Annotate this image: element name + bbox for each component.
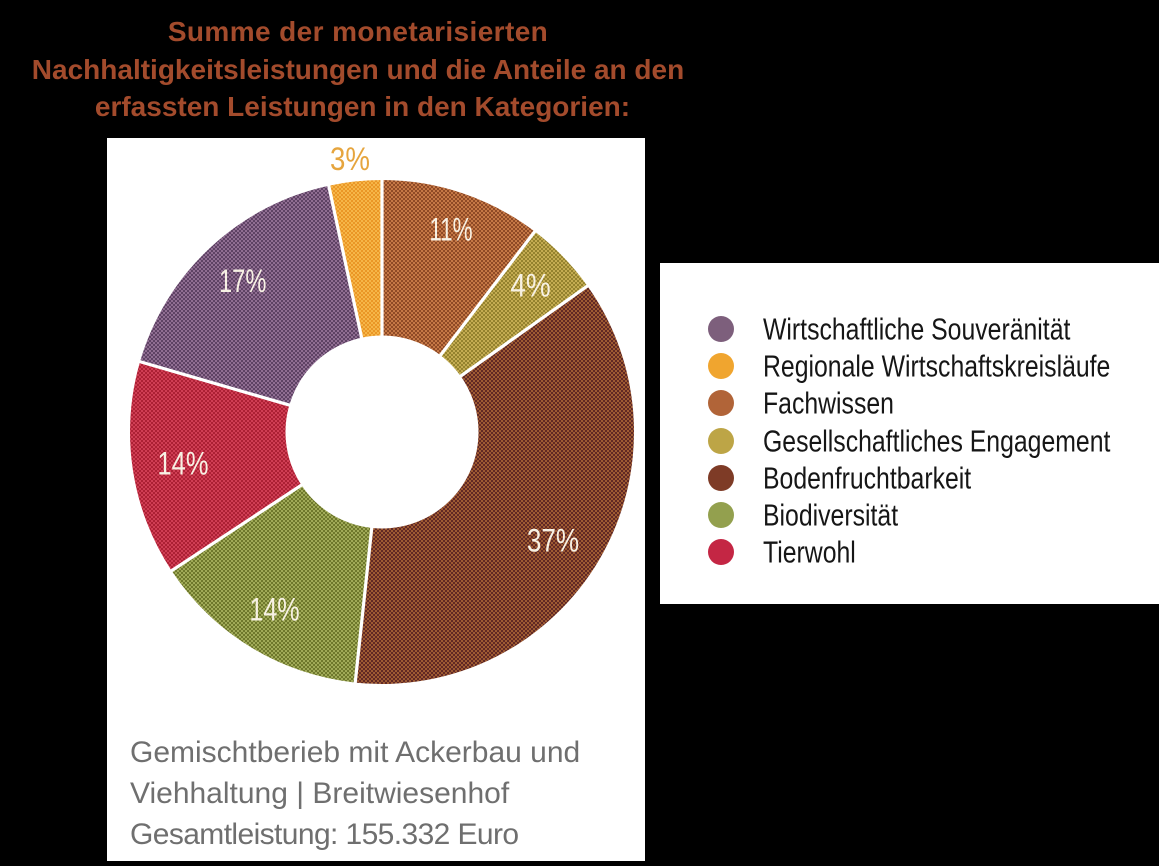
svg-text:11%: 11% xyxy=(429,212,472,248)
svg-text:3%: 3% xyxy=(330,142,370,177)
svg-text:17%: 17% xyxy=(219,264,266,299)
svg-text:4%: 4% xyxy=(510,269,550,304)
svg-text:37%: 37% xyxy=(527,524,579,559)
svg-text:14%: 14% xyxy=(158,447,209,482)
svg-text:14%: 14% xyxy=(249,593,299,629)
